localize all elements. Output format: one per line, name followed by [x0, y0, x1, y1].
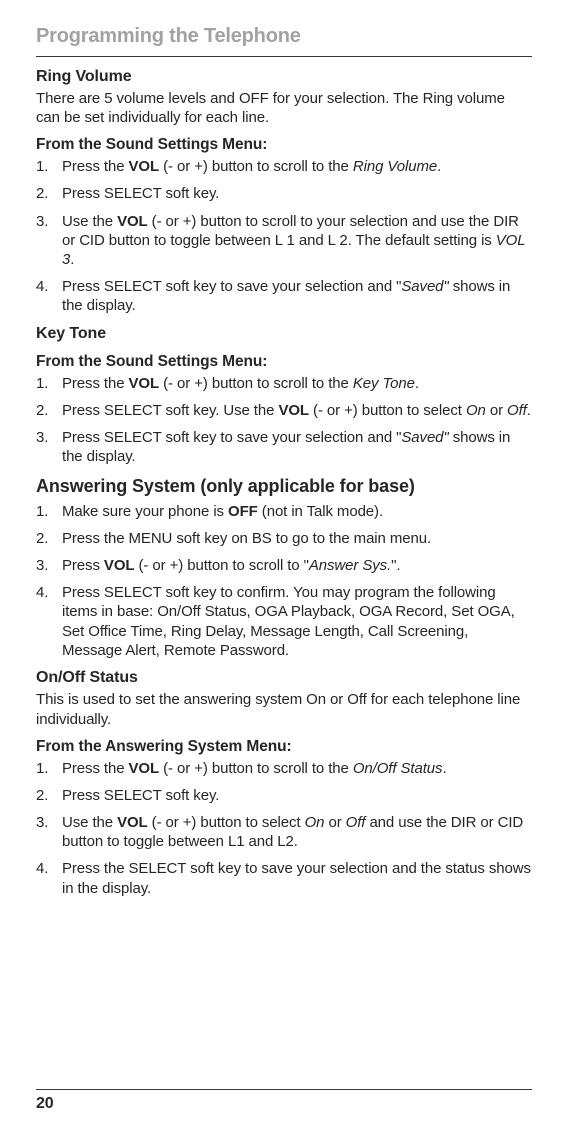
text: ".: [391, 557, 400, 574]
onoff-status-intro: This is used to set the answering system…: [36, 690, 532, 728]
list-item: Press SELECT soft key.: [36, 184, 532, 203]
text: (- or +) button to scroll to the: [159, 158, 353, 175]
text: Press SELECT soft key. Use the: [62, 402, 278, 419]
text-italic: Off: [346, 814, 366, 831]
text: Use the: [62, 213, 117, 230]
top-rule: [36, 56, 532, 57]
text: Press the: [62, 158, 129, 175]
text: .: [415, 375, 419, 392]
list-item: Press SELECT soft key to save your selec…: [36, 277, 532, 315]
text-italic: On: [466, 402, 486, 419]
chapter-title: Programming the Telephone: [36, 24, 532, 50]
text: .: [70, 251, 74, 268]
ring-volume-steps: Press the VOL (- or +) button to scroll …: [36, 157, 532, 315]
list-item: Use the VOL (- or +) button to scroll to…: [36, 212, 532, 270]
ring-volume-intro: There are 5 volume levels and OFF for yo…: [36, 89, 532, 127]
text-italic: On/Off Status: [353, 760, 443, 777]
text: Make sure your phone is: [62, 503, 228, 520]
text-italic: Ring Volume: [353, 158, 437, 175]
text-italic: Off: [507, 402, 527, 419]
list-item: Press the VOL (- or +) button to scroll …: [36, 157, 532, 176]
text-bold: OFF: [228, 503, 258, 520]
text-bold: VOL: [278, 402, 309, 419]
list-item: Press the VOL (- or +) button to scroll …: [36, 759, 532, 778]
answering-system-heading: Answering System (only applicable for ba…: [36, 475, 532, 498]
text-bold: VOL: [129, 158, 160, 175]
list-item: Press SELECT soft key to save your selec…: [36, 428, 532, 466]
ring-volume-heading: Ring Volume: [36, 67, 532, 87]
text-italic: Saved": [401, 429, 448, 446]
list-item: Press the SELECT soft key to save your s…: [36, 859, 532, 897]
list-item: Use the VOL (- or +) button to select On…: [36, 813, 532, 851]
list-item: Press the MENU soft key on BS to go to t…: [36, 529, 532, 548]
text: (- or +) button to select: [148, 814, 305, 831]
text: Press the: [62, 375, 129, 392]
text-bold: VOL: [104, 557, 135, 574]
answering-system-steps: Make sure your phone is OFF (not in Talk…: [36, 502, 532, 660]
key-tone-from: From the Sound Settings Menu:: [36, 352, 532, 372]
list-item: Press SELECT soft key. Use the VOL (- or…: [36, 401, 532, 420]
text: (- or +) button to scroll to the: [159, 760, 353, 777]
text: or: [486, 402, 507, 419]
list-item: Press SELECT soft key.: [36, 786, 532, 805]
page-number: 20: [36, 1094, 532, 1114]
list-item: Press VOL (- or +) button to scroll to "…: [36, 556, 532, 575]
text: .: [527, 402, 531, 419]
text: Press SELECT soft key to save your selec…: [62, 429, 401, 446]
list-item: Make sure your phone is OFF (not in Talk…: [36, 502, 532, 521]
text-bold: VOL: [117, 213, 148, 230]
text: .: [442, 760, 446, 777]
text-italic: Answer Sys.: [309, 557, 391, 574]
key-tone-heading: Key Tone: [36, 324, 532, 344]
onoff-status-heading: On/Off Status: [36, 668, 532, 688]
text-bold: VOL: [117, 814, 148, 831]
list-item: Press the VOL (- or +) button to scroll …: [36, 374, 532, 393]
text: Press the: [62, 760, 129, 777]
text: (- or +) button to scroll to the: [159, 375, 353, 392]
text-italic: On: [305, 814, 325, 831]
text-italic: Saved": [401, 278, 448, 295]
onoff-steps: Press the VOL (- or +) button to scroll …: [36, 759, 532, 898]
ring-volume-from: From the Sound Settings Menu:: [36, 135, 532, 155]
footer-rule: [36, 1089, 532, 1090]
text: Press SELECT soft key to save your selec…: [62, 278, 401, 295]
text: (not in Talk mode).: [258, 503, 383, 520]
key-tone-steps: Press the VOL (- or +) button to scroll …: [36, 374, 532, 467]
page-footer: 20: [36, 1089, 532, 1114]
text-bold: VOL: [129, 375, 160, 392]
text: or: [324, 814, 345, 831]
text: (- or +) button to scroll to ": [134, 557, 308, 574]
text: .: [437, 158, 441, 175]
list-item: Press SELECT soft key to confirm. You ma…: [36, 583, 532, 660]
text: Press: [62, 557, 104, 574]
text: Use the: [62, 814, 117, 831]
onoff-from: From the Answering System Menu:: [36, 737, 532, 757]
text-bold: VOL: [129, 760, 160, 777]
text-italic: Key Tone: [353, 375, 415, 392]
text: (- or +) button to select: [309, 402, 466, 419]
